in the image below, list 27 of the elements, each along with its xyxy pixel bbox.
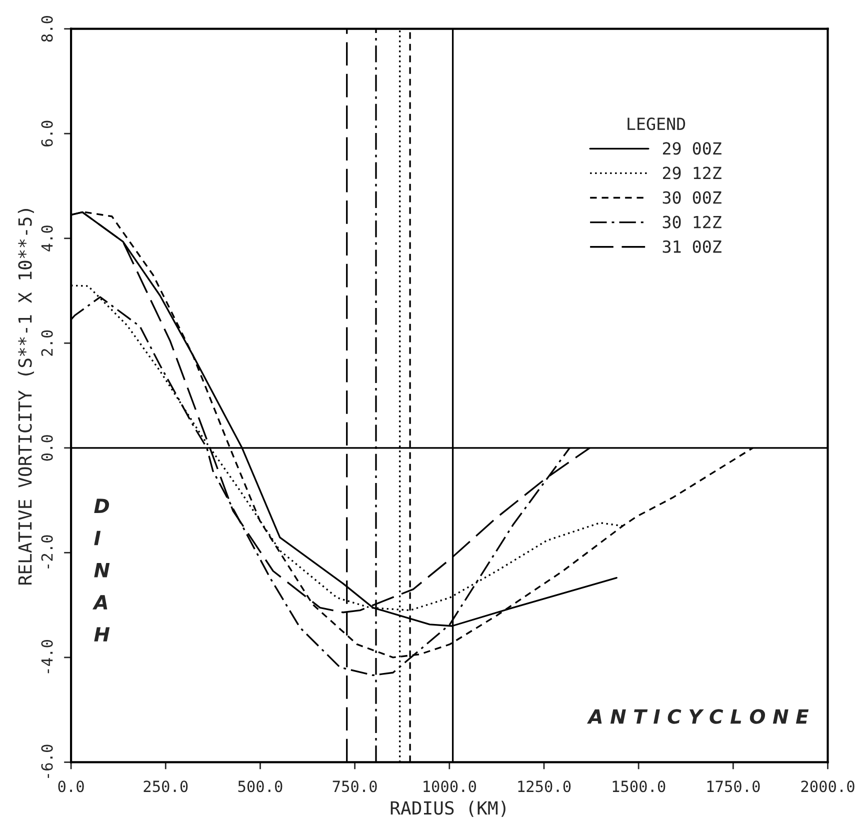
x-tick-label: 0.0 [58,780,84,792]
y-tick-label: 6.0 [41,120,53,146]
x-tick-label: 1500.0 [612,780,666,792]
x-tick-label: 250.0 [144,780,188,792]
x-tick-label: 1250.0 [518,780,571,792]
x-axis-title: RADIUS (KM) [390,800,506,817]
legend-label: 30 00Z [662,191,722,204]
y-tick-label: -6.0 [41,744,53,778]
x-tick-label: 2000.0 [801,780,854,792]
x-tick-label: 500.0 [238,780,282,792]
y-tick-label: 0.0 [41,435,53,461]
annotation: DINAH [92,498,110,642]
annotation: A N T I C Y C L O N E [586,709,809,724]
y-tick-label: -2.0 [41,535,53,568]
legend-label: 29 00Z [662,142,722,155]
y-tick-label: 2.0 [41,330,53,356]
x-tick-label: 1000.0 [424,780,476,792]
y-axis-title: RELATIVE VORTICITY (S**-1 X 10**-5) [18,209,34,584]
legend-label: 31 00Z [662,240,722,253]
y-tick-label: 8.0 [41,16,53,42]
x-tick-label: 1750.0 [707,780,760,792]
y-tick-label: 4.0 [41,226,53,252]
legend-label: 30 12Z [662,216,722,228]
legend-title: LEGEND [628,118,686,130]
x-tick-label: 750.0 [332,780,377,792]
y-tick-label: -4.0 [41,640,53,674]
legend-label: 29 12Z [662,166,722,180]
